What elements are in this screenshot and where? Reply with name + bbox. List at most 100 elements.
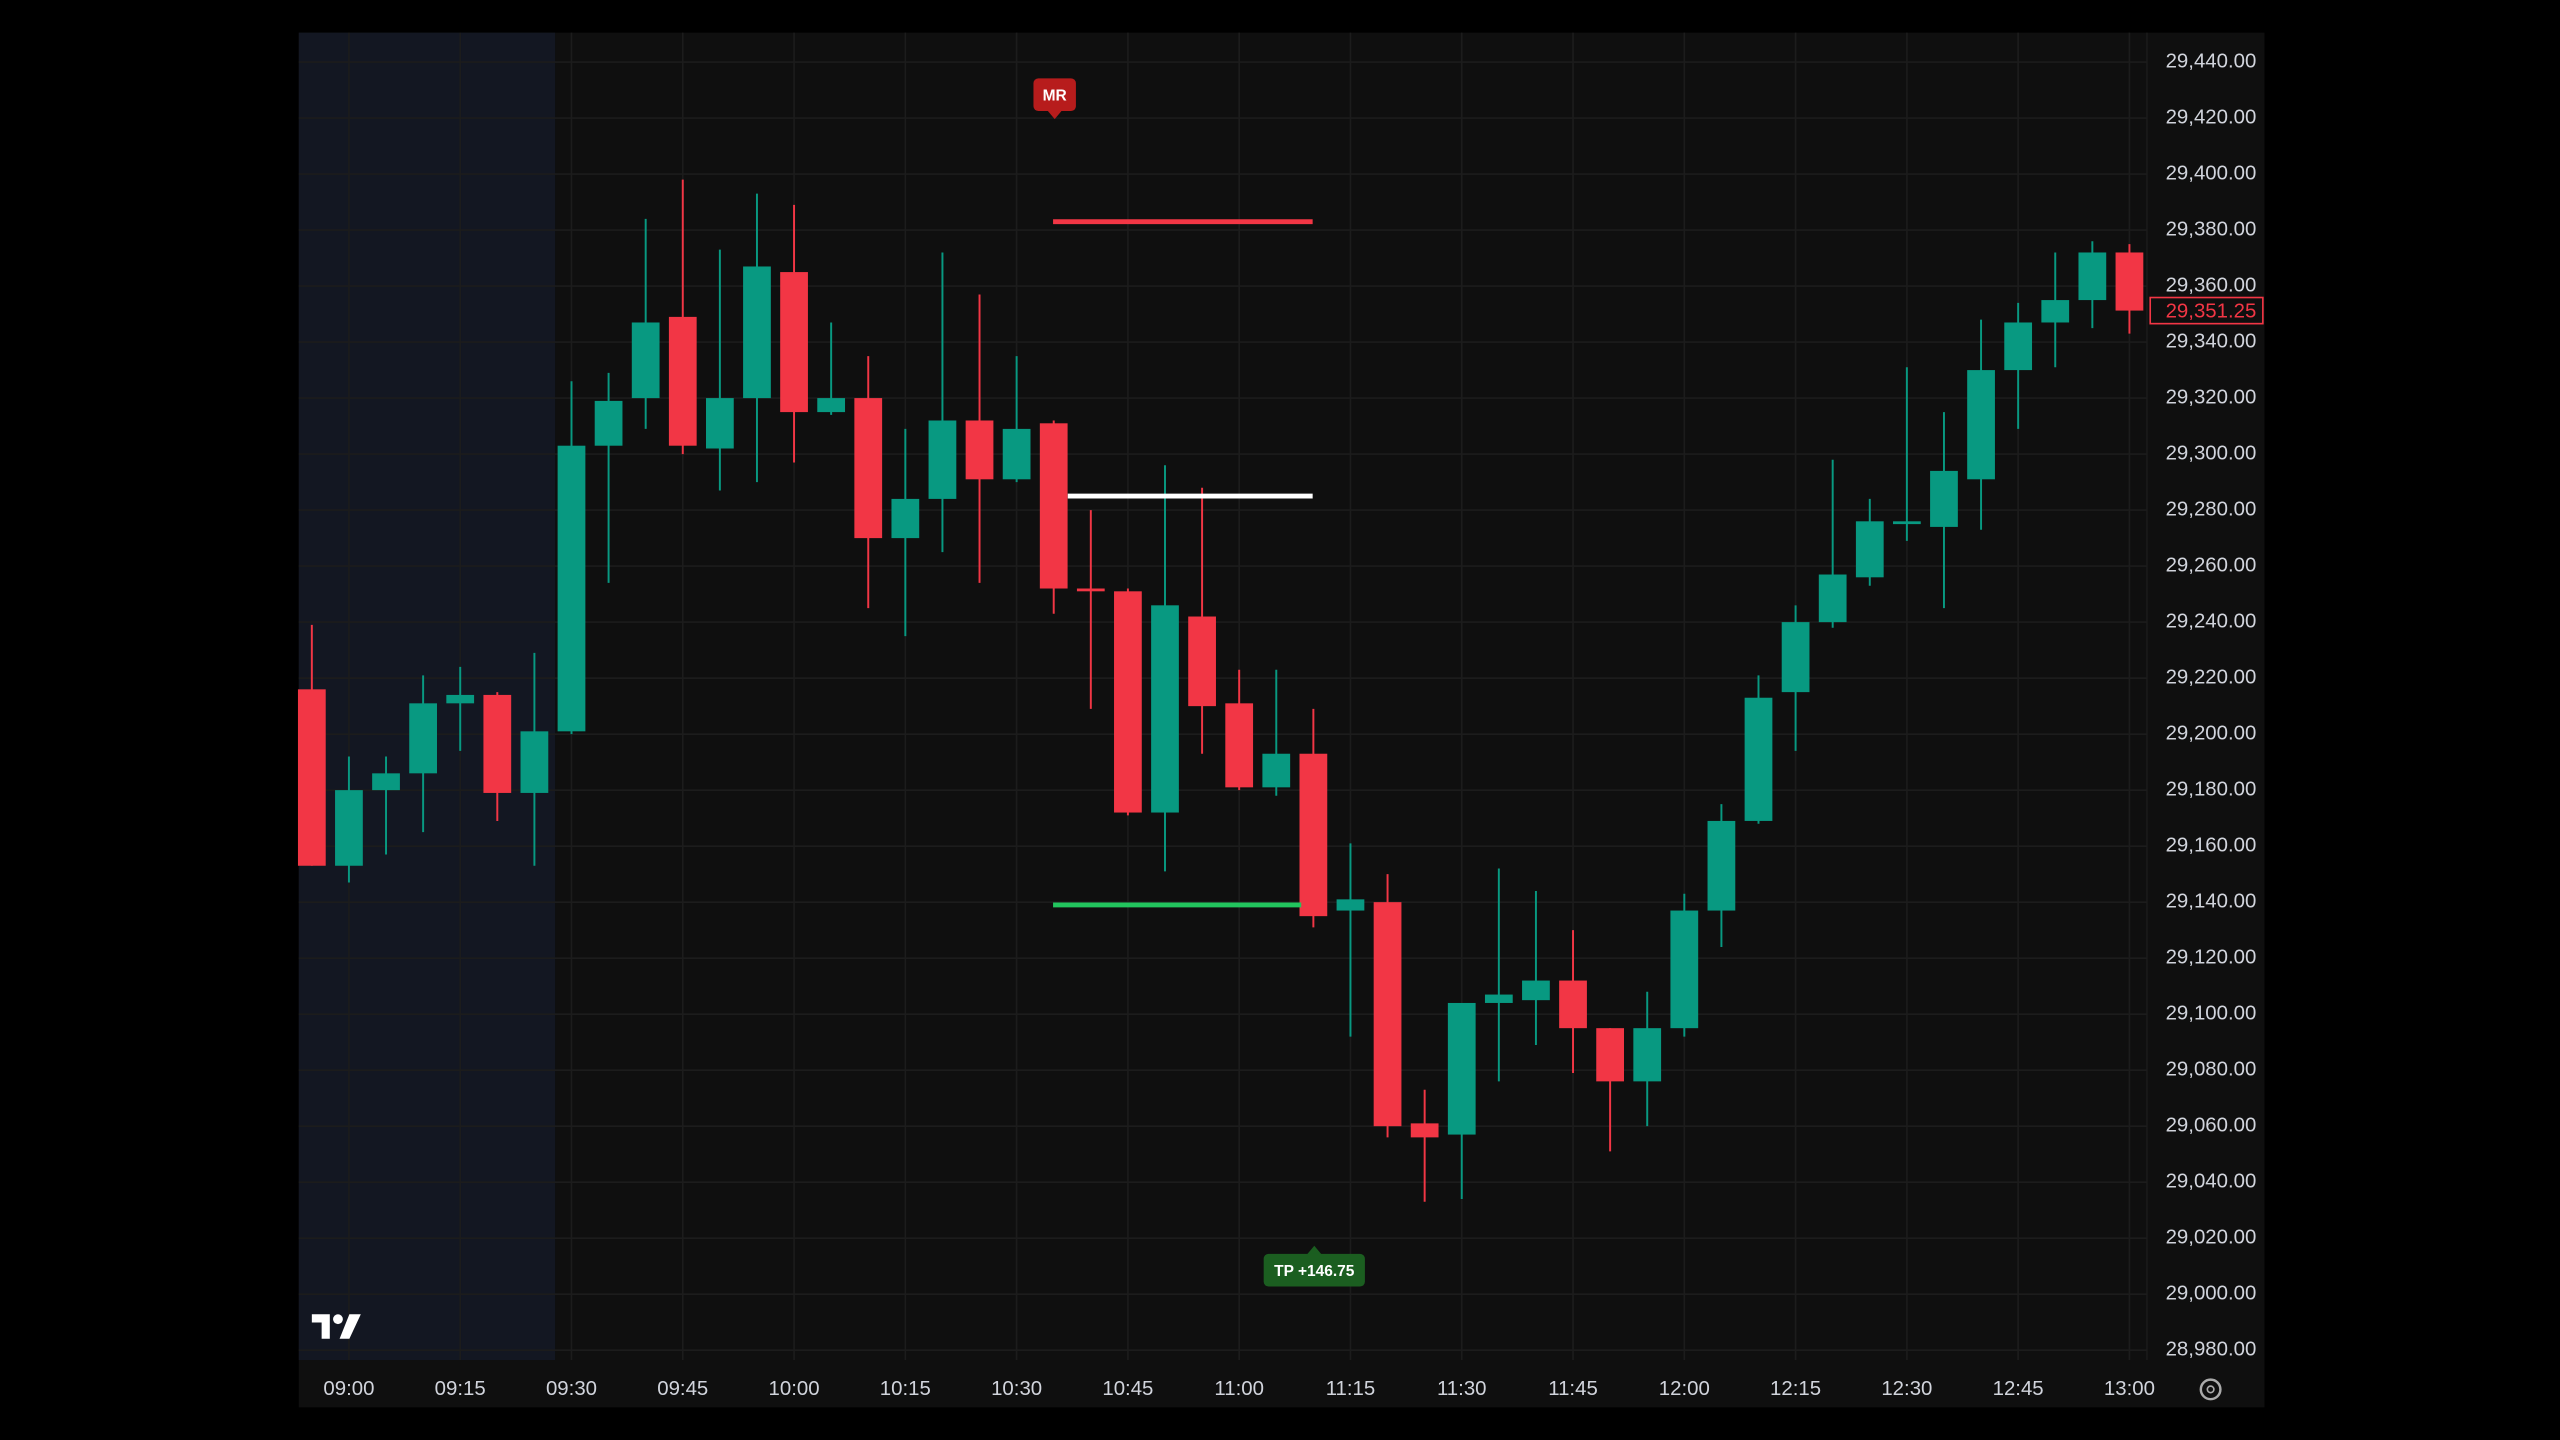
annotation: TP +146.75 (1263, 1245, 1365, 1287)
logo-part (333, 1314, 343, 1325)
y-tick-label: 28,980.00 (2166, 1339, 2257, 1361)
candle-body (1484, 994, 1513, 1003)
candle-body (297, 689, 326, 866)
x-tick-label: 12:00 (1659, 1378, 1710, 1400)
candle-body (1744, 697, 1773, 821)
candle-body (1039, 423, 1068, 589)
x-tick-label: 11:30 (1437, 1378, 1487, 1400)
candle-body (817, 398, 846, 413)
candle-body (1967, 370, 1995, 480)
y-tick-label: 29,100.00 (2166, 1003, 2257, 1025)
candle-body (1225, 703, 1254, 788)
y-tick-label: 29,340.00 (2166, 330, 2257, 352)
y-tick-label: 29,280.00 (2166, 498, 2257, 520)
candle-body (335, 790, 363, 866)
y-tick-label: 29,380.00 (2166, 218, 2257, 240)
y-tick-label: 29,060.00 (2166, 1115, 2257, 1137)
y-tick-label: 29,000.00 (2166, 1283, 2257, 1305)
candle-body (668, 316, 697, 446)
candle-body (1559, 980, 1587, 1029)
logo-part (339, 1314, 361, 1339)
y-tick-label: 29,020.00 (2166, 1227, 2257, 1249)
y-tick-label: 29,300.00 (2166, 442, 2257, 464)
last-price-box (2149, 296, 2264, 325)
candle-body (1151, 605, 1179, 813)
overlays: MR TP +146.75 (1033, 78, 1365, 1287)
candle-body (1002, 428, 1031, 480)
x-tick-label: 12:15 (1770, 1378, 1821, 1400)
candle-body (1114, 591, 1142, 813)
x-tick-label: 10:15 (880, 1378, 931, 1400)
y-tick-label: 29,080.00 (2166, 1059, 2257, 1081)
x-tick-label: 09:45 (657, 1378, 708, 1400)
chart-panel (298, 32, 2265, 1408)
x-tick-label: 13:00 (2104, 1378, 2155, 1400)
candle-body (372, 773, 400, 791)
candle-body (1410, 1123, 1439, 1138)
x-tick-label: 11:15 (1326, 1378, 1376, 1400)
candle-body (743, 266, 771, 399)
annotation-box (1263, 1253, 1365, 1287)
candle-body (483, 694, 512, 793)
settings-icon[interactable] (2199, 1378, 2222, 1401)
x-tick-label: 11:00 (1214, 1378, 1264, 1400)
annotation-text: TP +146.75 (1274, 1263, 1355, 1280)
candle-body (705, 398, 734, 449)
y-tick-label: 29,220.00 (2166, 667, 2257, 689)
axes: 28,980.00 29,000.00 29,020.00 29,040.00 29,0… (323, 50, 2264, 1400)
candle-body (1076, 588, 1105, 592)
candles (297, 179, 2144, 1202)
x-tick-label: 10:00 (769, 1378, 820, 1400)
candle-body (1670, 910, 1699, 1029)
candle-body (928, 420, 957, 499)
y-tick-label: 29,200.00 (2166, 723, 2257, 745)
candle-body (557, 445, 586, 732)
y-tick-label: 29,160.00 (2166, 835, 2257, 857)
candle-body (1447, 1002, 1476, 1135)
candle-body (631, 322, 660, 399)
x-tick-label: 09:15 (435, 1378, 486, 1400)
tv-logo (311, 1314, 361, 1339)
candle-body (520, 731, 549, 793)
candle-body (1781, 622, 1810, 693)
y-tick-label: 29,120.00 (2166, 947, 2257, 969)
candle-body (1373, 902, 1402, 1127)
candle-body (1299, 753, 1328, 917)
x-tick-label: 12:30 (1881, 1378, 1932, 1400)
candle-body (1262, 753, 1291, 788)
annotation-pointer (1306, 1245, 1323, 1256)
candle-body (780, 272, 808, 413)
candle-body (2041, 300, 2070, 323)
annotation-text: MR (1043, 87, 1067, 104)
candle-body (2115, 252, 2144, 311)
y-tick-label: 29,440.00 (2166, 50, 2257, 72)
candle-body (1633, 1028, 1662, 1082)
x-tick-label: 10:30 (991, 1378, 1042, 1400)
candle-body (1855, 521, 1884, 578)
gear-center[interactable] (2206, 1385, 2215, 1394)
candle-body (1188, 616, 1216, 707)
candle-body (1818, 574, 1847, 623)
annotation-pointer (1046, 109, 1063, 120)
last-price-label: 29,351.25 (2166, 301, 2257, 323)
logo-part (311, 1314, 330, 1339)
y-tick-label: 29,400.00 (2166, 162, 2257, 184)
candle-body (1930, 470, 1958, 527)
y-tick-label: 29,420.00 (2166, 106, 2257, 128)
x-tick-label: 12:45 (1993, 1378, 2044, 1400)
x-tick-label: 11:45 (1548, 1378, 1598, 1400)
candle-body (2004, 322, 2033, 371)
candle-body (2078, 252, 2107, 301)
session-shade (298, 32, 556, 1360)
y-tick-label: 29,360.00 (2166, 274, 2257, 296)
candle-body (409, 703, 437, 774)
candle-body (1336, 899, 1365, 911)
y-tick-label: 29,180.00 (2166, 779, 2257, 801)
candle-body (1892, 521, 1921, 525)
y-tick-label: 29,240.00 (2166, 611, 2257, 633)
candle-body (854, 398, 883, 539)
annotation: MR (1033, 78, 1076, 120)
gear[interactable] (2199, 1378, 2222, 1401)
